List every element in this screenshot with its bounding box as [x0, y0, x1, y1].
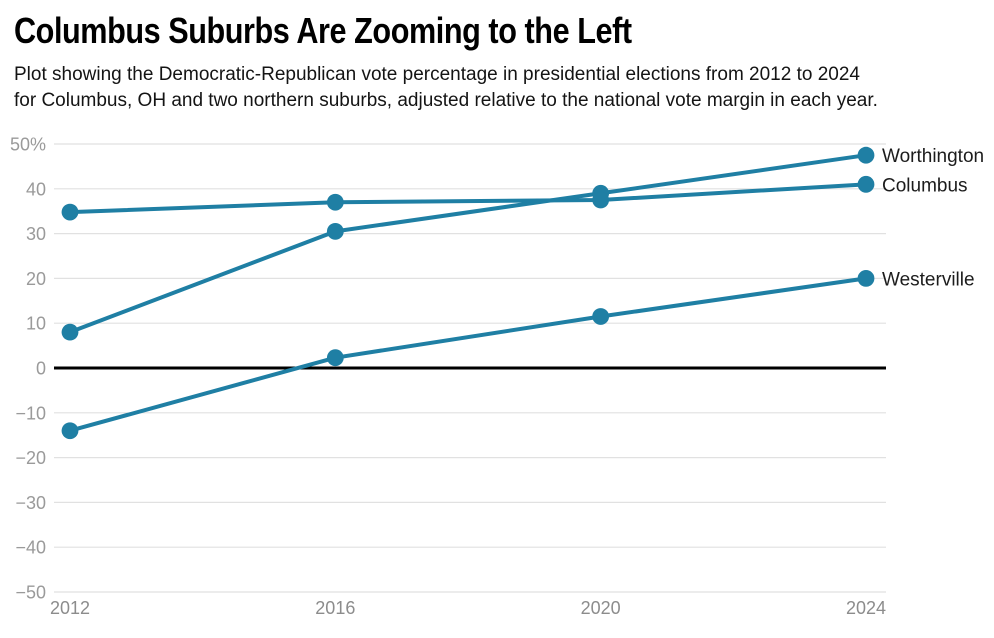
data-point-worthington-2016 [326, 222, 344, 240]
series-label-worthington: Worthington [882, 146, 984, 167]
data-point-columbus-2024 [857, 175, 875, 193]
y-axis-tick-label: 10 [26, 314, 46, 334]
data-point-worthington-2024 [857, 146, 875, 164]
data-point-westerville-2016 [326, 349, 344, 367]
y-axis-tick-label: −50 [15, 583, 46, 603]
series-label-columbus: Columbus [882, 175, 968, 196]
data-point-columbus-2020 [592, 191, 610, 209]
chart-title: Columbus Suburbs Are Zooming to the Left [14, 10, 632, 51]
data-point-westerville-2020 [592, 308, 610, 325]
series-line-worthington [68, 153, 868, 335]
data-point-westerville-2012 [61, 422, 79, 440]
data-point-worthington-2012 [61, 323, 79, 341]
series-label-westerville: Westerville [882, 269, 975, 290]
x-axis-tick-label: 2016 [315, 598, 355, 618]
data-point-westerville-2024 [857, 270, 875, 287]
y-axis-tick-label: −10 [15, 403, 46, 423]
chart-subtitle: Plot showing the Democratic-Republican v… [14, 62, 878, 114]
data-point-columbus-2016 [326, 193, 344, 211]
y-axis-tick-label: 40 [26, 179, 46, 199]
x-axis-tick-label: 2012 [50, 598, 90, 618]
data-point-columbus-2012 [61, 203, 79, 221]
y-axis-tick-label: 0 [36, 359, 46, 379]
x-axis-tick-label: 2020 [581, 598, 621, 618]
y-axis-tick-label: 20 [26, 269, 46, 289]
series-line-columbus [68, 182, 868, 215]
chart-subtitle-line-2: for Columbus, OH and two northern suburb… [14, 90, 878, 111]
x-axis-tick-label: 2024 [846, 598, 886, 618]
chart-subtitle-line-1: Plot showing the Democratic-Republican v… [14, 64, 860, 85]
y-axis-tick-label: 30 [26, 224, 46, 244]
y-axis-tick-label: −40 [15, 538, 46, 558]
y-axis-tick-label: 50% [10, 135, 46, 155]
series-line-westerville [68, 276, 868, 433]
y-axis-tick-label: −30 [15, 493, 46, 513]
y-axis-tick-label: −20 [15, 448, 46, 468]
